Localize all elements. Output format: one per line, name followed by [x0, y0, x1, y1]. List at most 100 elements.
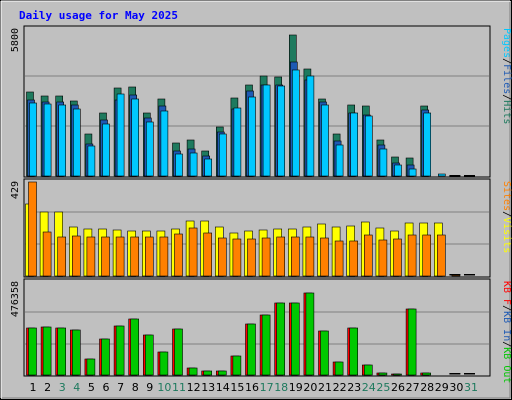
chart-panels: [23, 25, 491, 377]
x-tick-label-13: 13: [201, 381, 215, 394]
bar-top-pages-8: [131, 98, 139, 177]
legend-visits: Visits: [501, 217, 512, 253]
bar-top-pages-4: [73, 108, 81, 177]
legend-sep-4: /: [501, 305, 512, 311]
bar-bottom-kb-out-10: [159, 351, 169, 376]
x-tick-label-16: 16: [245, 381, 259, 394]
bar-top-pages-2: [43, 103, 52, 177]
bar-bottom-kb-out-27: [407, 308, 417, 376]
bar-bottom-kb-out-13: [203, 370, 212, 376]
bar-bottom-kb-out-20: [305, 292, 315, 376]
x-tick-label-24: 24: [362, 381, 376, 394]
bar-middle-sites-5: [86, 236, 96, 277]
legend-middle: Sites/Visits: [501, 181, 512, 253]
bar-bottom-kb-out-22: [334, 361, 344, 376]
x-tick-label-25: 25: [376, 381, 390, 394]
bar-bottom-kb-out-16: [247, 323, 256, 376]
bar-middle-sites-10: [159, 236, 169, 277]
bar-middle-sites-29: [436, 234, 446, 277]
x-tick-label-2: 2: [44, 381, 51, 394]
x-tick-label-5: 5: [88, 381, 95, 394]
legend-kbf: KB F: [501, 281, 512, 305]
bar-bottom-kb-out-4: [72, 329, 81, 376]
bar-middle-sites-4: [72, 235, 81, 277]
x-tick-label-17: 17: [260, 381, 274, 394]
x-tick-label-29: 29: [435, 381, 449, 394]
bar-top-pages-22: [335, 144, 344, 177]
x-tick-label-10: 10: [157, 381, 171, 394]
bar-bottom-kb-out-7: [115, 325, 125, 376]
bar-bottom-kb-out-14: [218, 370, 227, 376]
bar-top-pages-17: [262, 84, 271, 177]
empty-day-marker-bottom-31: [464, 373, 475, 375]
bar-bottom-kb-out-2: [42, 326, 52, 376]
bar-top-pages-18: [277, 85, 286, 177]
legend-top: Pages/Files/Hits: [501, 28, 512, 124]
bar-top-pages-16: [248, 96, 256, 177]
x-tick-label-1: 1: [30, 381, 37, 394]
bar-bottom-kb-out-12: [188, 367, 198, 376]
bar-bottom-kb-out-1: [28, 327, 37, 376]
bar-middle-sites-28: [422, 234, 432, 277]
bar-top-pages-10: [160, 110, 169, 177]
bar-middle-sites-6: [101, 236, 110, 277]
bar-top-pages-19: [291, 69, 300, 177]
x-tick-label-27: 27: [406, 381, 420, 394]
bar-bottom-kb-out-25: [378, 372, 388, 376]
bar-bottom-kb-out-23: [349, 327, 359, 376]
x-tick-label-26: 26: [391, 381, 405, 394]
bar-bottom-kb-out-3: [57, 327, 67, 376]
bar-top-pages-15: [233, 107, 242, 177]
chart-title: Daily usage for May 2025: [19, 9, 178, 22]
bar-bottom-kb-out-26: [393, 373, 402, 376]
bar-top-pages-20: [306, 75, 315, 177]
bar-top-pages-29: [437, 173, 446, 177]
bar-top-pages-24: [364, 115, 373, 177]
x-tick-label-14: 14: [216, 381, 230, 394]
bar-top-pages-25: [379, 148, 388, 177]
bar-middle-sites-12: [188, 227, 198, 277]
bar-middle-sites-3: [57, 236, 67, 277]
x-tick-label-20: 20: [303, 381, 317, 394]
bar-top-pages-27: [408, 168, 417, 177]
bar-top-pages-21: [321, 104, 329, 177]
bar-top-pages-23: [350, 112, 359, 177]
x-tick-label-18: 18: [274, 381, 288, 394]
bar-bottom-kb-out-17: [261, 314, 271, 376]
empty-day-marker-middle-31: [464, 274, 475, 276]
bar-middle-sites-13: [203, 232, 212, 277]
bar-top-pages-3: [58, 104, 67, 177]
bar-middle-sites-27: [407, 234, 417, 277]
x-tick-label-22: 22: [333, 381, 347, 394]
legend-sep-3: /: [501, 211, 512, 217]
bar-bottom-kb-out-15: [232, 355, 242, 376]
empty-day-marker-bottom-30: [449, 373, 461, 375]
x-tick-label-7: 7: [117, 381, 124, 394]
bars: [25, 34, 475, 376]
x-tick-label-4: 4: [73, 381, 80, 394]
bar-middle-sites-8: [130, 236, 139, 277]
bar-middle-sites-14: [218, 237, 227, 277]
bar-middle-sites-20: [305, 236, 315, 277]
bar-bottom-kb-out-9: [145, 334, 154, 376]
bar-bottom-kb-out-28: [422, 372, 432, 376]
x-tick-label-30: 30: [449, 381, 463, 394]
top-ymax-label: 5800: [10, 28, 21, 52]
legend-sep-2: /: [501, 94, 512, 100]
x-tick-label-8: 8: [132, 381, 139, 394]
bar-top-pages-1: [29, 102, 37, 177]
bar-middle-sites-26: [393, 238, 402, 277]
x-tick-label-23: 23: [347, 381, 361, 394]
legend-kbout: KB Out: [501, 347, 512, 383]
x-tick-label-28: 28: [420, 381, 434, 394]
empty-day-marker-top-30: [449, 175, 461, 177]
bar-top-pages-11: [175, 153, 183, 177]
bar-bottom-kb-out-11: [174, 328, 183, 376]
middle-ymax-label: 429: [10, 181, 21, 199]
x-tick-label-21: 21: [318, 381, 332, 394]
bar-bottom-kb-out-21: [320, 330, 329, 376]
bar-bottom-kb-out-5: [86, 358, 96, 376]
bar-top-pages-12: [189, 152, 198, 177]
empty-day-marker-middle-30: [449, 274, 461, 276]
